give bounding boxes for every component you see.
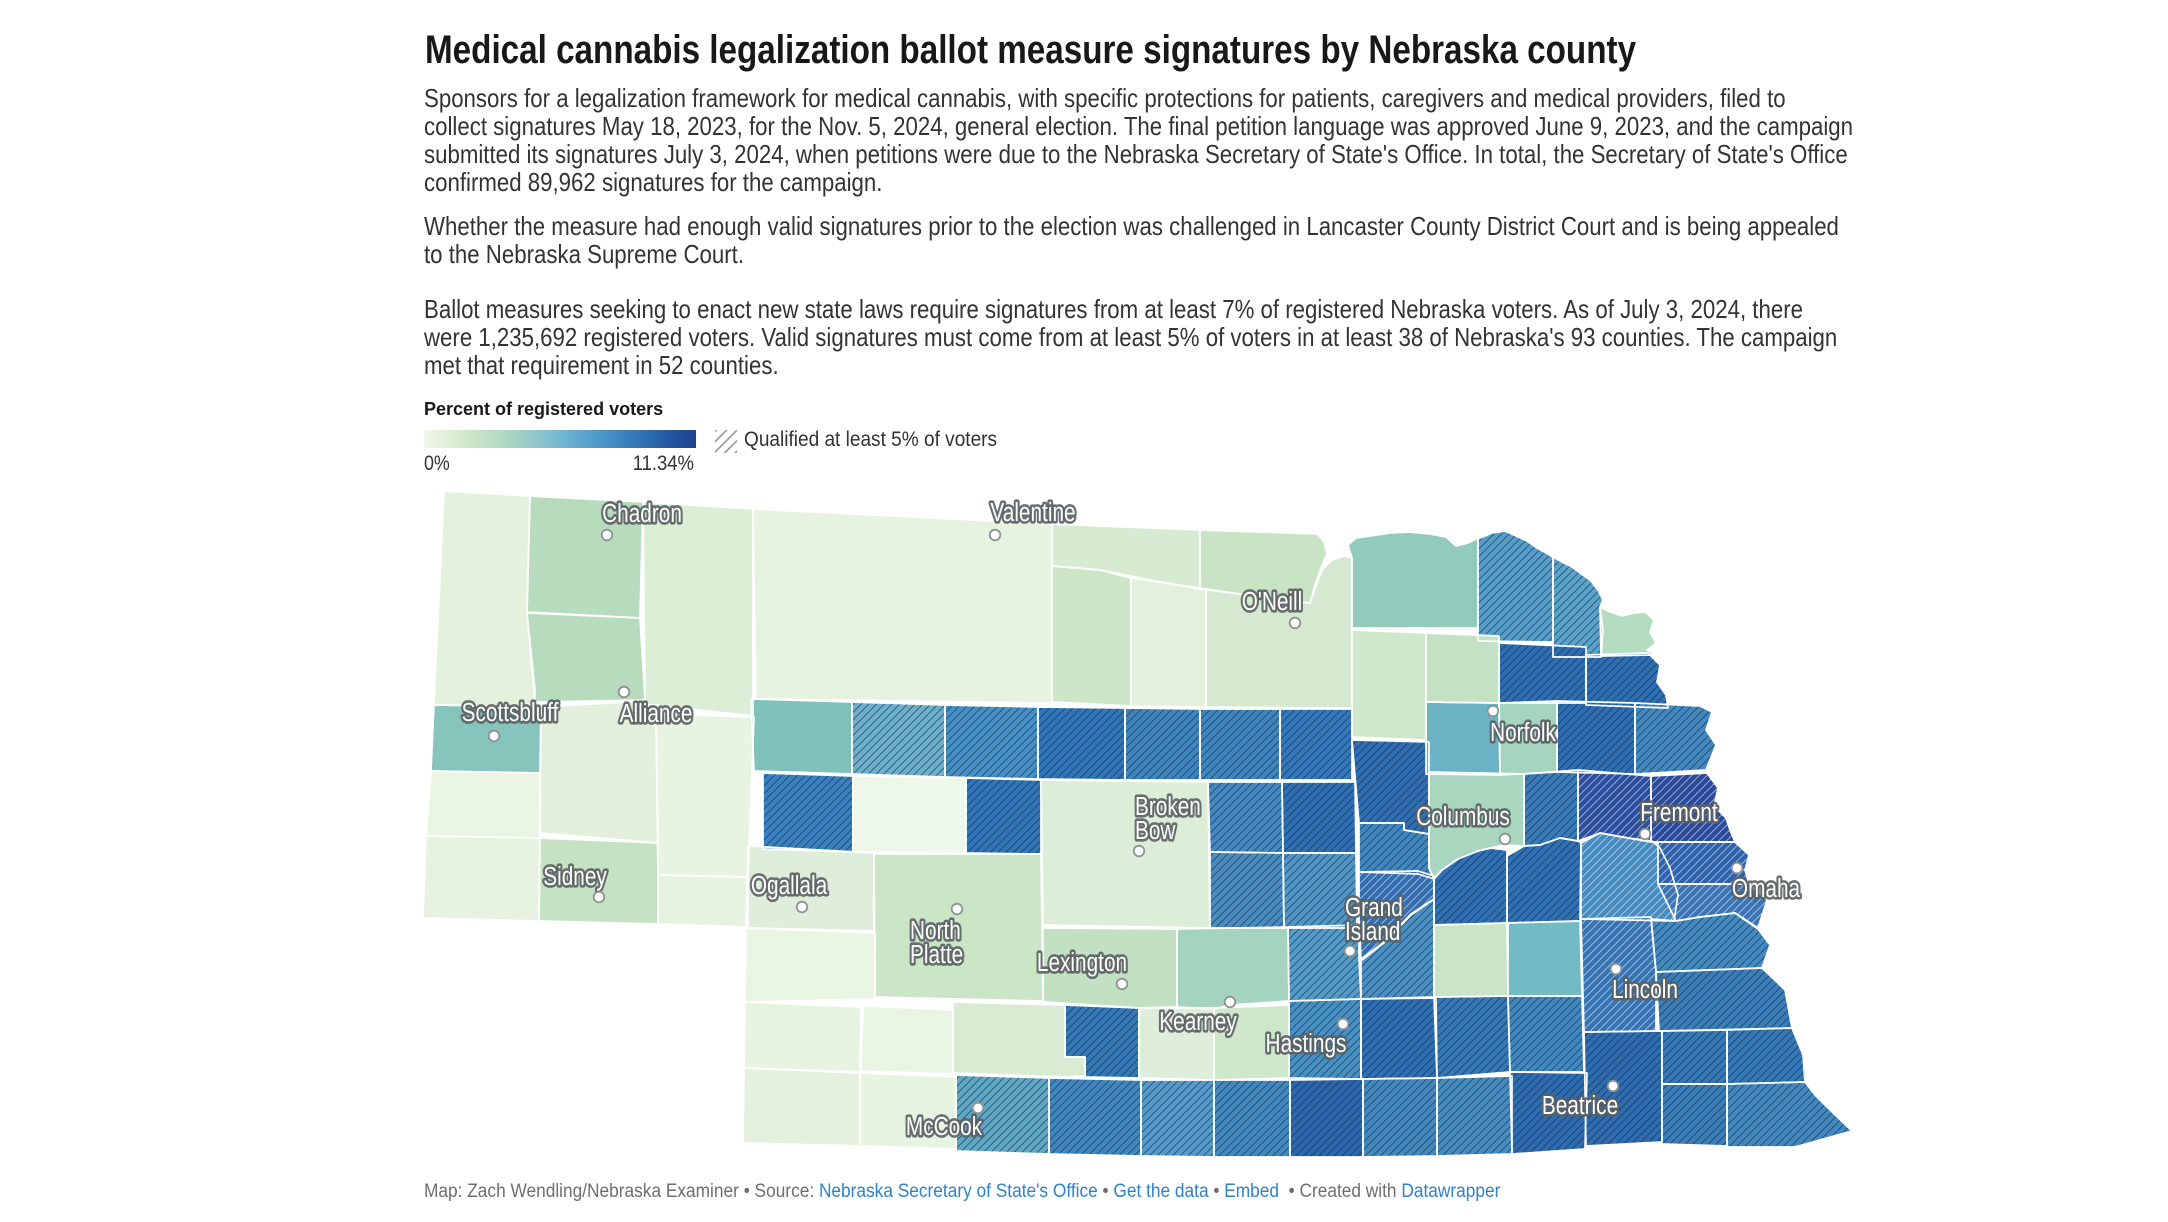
svg-text:Columbus: Columbus xyxy=(1416,802,1510,831)
svg-text:Broken: Broken xyxy=(1135,792,1201,821)
svg-text:North: North xyxy=(910,916,961,945)
svg-text:Grand: Grand xyxy=(1345,893,1403,922)
svg-text:O'Neill: O'Neill xyxy=(1242,587,1303,616)
svg-text:Hastings: Hastings xyxy=(1266,1029,1347,1058)
svg-text:Sidney: Sidney xyxy=(543,862,607,891)
svg-text:Lincoln: Lincoln xyxy=(1612,975,1678,1004)
svg-text:Beatrice: Beatrice xyxy=(1542,1091,1618,1120)
svg-text:Chadron: Chadron xyxy=(602,499,682,528)
svg-text:Norfolk: Norfolk xyxy=(1490,718,1556,747)
svg-text:Kearney: Kearney xyxy=(1159,1007,1237,1036)
svg-text:Broken: Broken xyxy=(1135,792,1201,821)
svg-text:McCook: McCook xyxy=(906,1112,982,1141)
svg-text:O'Neill: O'Neill xyxy=(1242,587,1303,616)
svg-text:Scottsbluff: Scottsbluff xyxy=(462,698,559,727)
svg-text:Omaha: Omaha xyxy=(1732,874,1801,903)
svg-text:Omaha: Omaha xyxy=(1732,874,1801,903)
svg-text:Bow: Bow xyxy=(1135,816,1176,845)
svg-text:Island: Island xyxy=(1345,917,1400,946)
svg-text:Hastings: Hastings xyxy=(1266,1029,1347,1058)
svg-text:Ogallala: Ogallala xyxy=(751,871,828,900)
svg-text:Beatrice: Beatrice xyxy=(1542,1091,1618,1120)
svg-text:Chadron: Chadron xyxy=(602,499,682,528)
svg-text:Platte: Platte xyxy=(910,940,963,969)
svg-text:Lexington: Lexington xyxy=(1037,948,1127,977)
svg-text:Lexington: Lexington xyxy=(1037,948,1127,977)
svg-text:Fremont: Fremont xyxy=(1640,798,1718,827)
svg-text:Sidney: Sidney xyxy=(543,862,607,891)
svg-text:Alliance: Alliance xyxy=(620,699,693,728)
svg-text:Valentine: Valentine xyxy=(990,498,1075,527)
svg-text:McCook: McCook xyxy=(906,1112,982,1141)
svg-text:Alliance: Alliance xyxy=(620,699,693,728)
svg-text:Ogallala: Ogallala xyxy=(751,871,828,900)
svg-text:North: North xyxy=(910,916,961,945)
svg-text:Columbus: Columbus xyxy=(1416,802,1510,831)
svg-text:Platte: Platte xyxy=(910,940,963,969)
svg-text:Kearney: Kearney xyxy=(1159,1007,1237,1036)
svg-text:Scottsbluff: Scottsbluff xyxy=(462,698,559,727)
svg-text:Lincoln: Lincoln xyxy=(1612,975,1678,1004)
svg-text:Fremont: Fremont xyxy=(1640,798,1718,827)
svg-text:Grand: Grand xyxy=(1345,893,1403,922)
svg-text:Norfolk: Norfolk xyxy=(1490,718,1556,747)
svg-text:Bow: Bow xyxy=(1135,816,1176,845)
svg-text:Island: Island xyxy=(1345,917,1400,946)
svg-text:Valentine: Valentine xyxy=(990,498,1075,527)
